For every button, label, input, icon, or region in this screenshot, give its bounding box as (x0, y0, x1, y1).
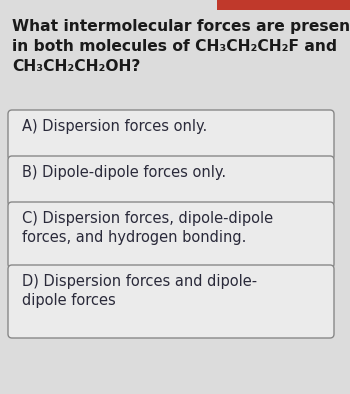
FancyBboxPatch shape (8, 202, 334, 268)
Text: C) Dispersion forces, dipole-dipole
forces, and hydrogen bonding.: C) Dispersion forces, dipole-dipole forc… (22, 211, 273, 245)
Text: D) Dispersion forces and dipole-
dipole forces: D) Dispersion forces and dipole- dipole … (22, 274, 257, 308)
FancyBboxPatch shape (8, 110, 334, 160)
FancyBboxPatch shape (8, 156, 334, 206)
Text: B) Dipole-dipole forces only.: B) Dipole-dipole forces only. (22, 165, 226, 180)
FancyBboxPatch shape (217, 0, 350, 10)
FancyBboxPatch shape (8, 265, 334, 338)
Text: A) Dispersion forces only.: A) Dispersion forces only. (22, 119, 207, 134)
Text: What intermolecular forces are present
in both molecules of CH₃CH₂CH₂F and
CH₃CH: What intermolecular forces are present i… (12, 19, 350, 74)
